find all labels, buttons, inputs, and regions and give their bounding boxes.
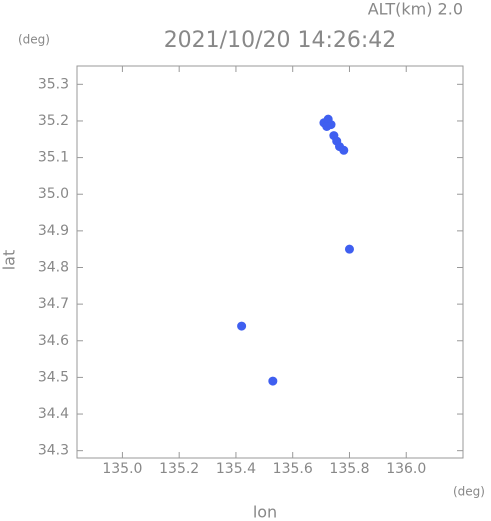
y-tick-label: 34.4 [38, 406, 69, 422]
echo-point [268, 376, 278, 386]
y-tick-label: 34.7 [38, 296, 69, 312]
y-unit: (deg) [18, 33, 50, 47]
y-tick-label: 35.3 [38, 76, 69, 92]
y-axis-label: lat [0, 250, 19, 271]
echo-point [237, 321, 247, 331]
echo-point [344, 244, 354, 254]
x-tick-label: 135.0 [102, 461, 142, 477]
plot-frame [76, 65, 464, 459]
y-tick-label: 34.9 [38, 223, 69, 239]
x-tick-label: 135.2 [159, 461, 199, 477]
echo-point [339, 145, 349, 155]
y-tick-label: 34.6 [38, 333, 69, 349]
x-axis-label: lon [253, 503, 277, 521]
x-unit: (deg) [453, 485, 485, 499]
x-tick-label: 135.4 [216, 461, 256, 477]
altitude: ALT(km) 2.0 [368, 0, 463, 19]
y-tick-label: 35.0 [38, 186, 69, 202]
x-tick-label: 135.6 [273, 461, 313, 477]
y-tick-label: 35.1 [38, 150, 69, 166]
x-tick-label: 135.8 [329, 461, 369, 477]
y-tick-label: 35.2 [38, 113, 69, 129]
echo-point [322, 121, 332, 131]
chart-title: 2021/10/20 14:26:42 [164, 28, 397, 53]
x-tick-label: 136.0 [386, 461, 426, 477]
y-tick-label: 34.5 [38, 369, 69, 385]
y-tick-label: 34.3 [38, 443, 69, 459]
y-tick-label: 34.8 [38, 259, 69, 275]
